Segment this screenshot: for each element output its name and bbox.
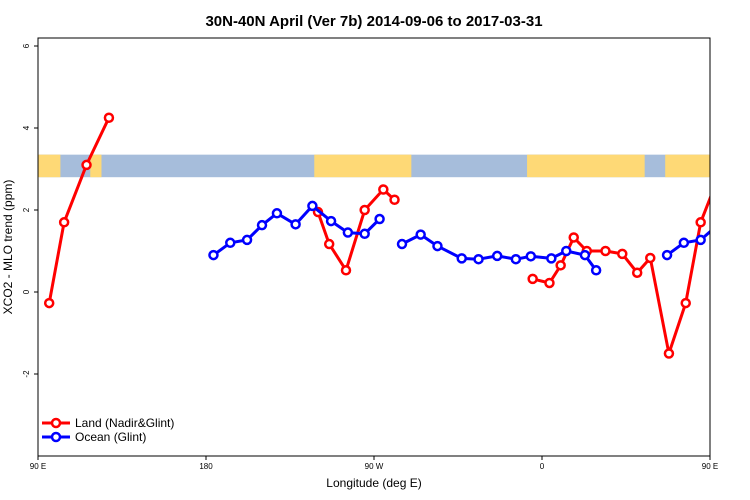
legend-marker <box>50 417 62 429</box>
data-point <box>359 204 370 216</box>
data-point <box>568 232 579 243</box>
plot-frame <box>37 37 711 457</box>
series-line <box>47 117 111 304</box>
data-point <box>631 267 643 278</box>
y-tick-label: 6 <box>22 43 31 48</box>
data-point <box>544 277 555 289</box>
data-point <box>680 297 691 309</box>
data-point <box>256 219 268 231</box>
data-point <box>713 221 721 229</box>
data-point <box>491 250 503 262</box>
data-point <box>389 194 400 205</box>
data-point <box>617 248 628 260</box>
chart-title: 30N-40N April (Ver 7b) 2014-09-06 to 201… <box>205 13 542 30</box>
legend-label: Land (Nadir&Glint) <box>75 416 174 430</box>
data-point <box>378 184 389 195</box>
x-tick-label: 90 E <box>30 462 46 471</box>
data-point <box>525 251 537 262</box>
data-point <box>225 237 236 249</box>
y-axis: -2 0 2 4 6 <box>22 43 38 378</box>
x-tick-label: 90 W <box>365 462 384 471</box>
data-point <box>241 234 253 246</box>
map-strip-land <box>665 154 710 178</box>
series-line <box>316 188 396 272</box>
data-point <box>290 219 301 230</box>
series-layer <box>43 112 746 359</box>
data-point <box>546 253 557 264</box>
legend: Land (Nadir&Glint)Ocean (Glint) <box>42 416 174 444</box>
data-point <box>58 217 70 228</box>
x-tick-label: 0 <box>540 462 545 471</box>
y-tick-label: 0 <box>22 289 31 294</box>
series-line <box>212 204 381 257</box>
y-tick-label: 2 <box>22 207 31 212</box>
data-point <box>81 159 92 171</box>
map-strip-land <box>527 154 645 178</box>
map-strip-land <box>314 154 412 178</box>
data-point <box>590 265 602 276</box>
data-point <box>473 253 484 265</box>
data-point <box>719 161 727 169</box>
y-tick-label: -2 <box>22 370 31 378</box>
data-point <box>456 253 467 264</box>
x-axis: 90 E 180 90 W 0 90 E <box>30 456 718 471</box>
legend-marker <box>50 431 62 443</box>
data-point <box>555 260 566 271</box>
series-ocean <box>208 200 721 276</box>
x-tick-label: 180 <box>199 462 213 471</box>
data-point <box>342 227 354 238</box>
data-point <box>323 238 335 250</box>
data-point <box>208 249 219 261</box>
x-axis-label: Longitude (deg E) <box>326 476 421 490</box>
data-point <box>600 245 611 257</box>
data-point <box>325 215 337 227</box>
data-point <box>661 249 673 261</box>
data-point <box>374 213 385 225</box>
data-point <box>695 217 706 228</box>
data-point <box>43 297 55 309</box>
map-strip-land <box>90 154 102 178</box>
data-point <box>510 253 522 265</box>
data-point <box>396 238 408 250</box>
data-point <box>307 200 318 212</box>
data-point <box>579 249 591 261</box>
series-land <box>43 112 746 359</box>
data-point <box>561 245 572 257</box>
map-strip-land <box>38 154 61 178</box>
data-point <box>663 348 675 359</box>
series-line <box>666 229 710 257</box>
plot-area <box>38 112 746 359</box>
y-tick-label: 4 <box>22 125 31 130</box>
legend-label: Ocean (Glint) <box>75 430 146 444</box>
data-point <box>103 112 115 123</box>
data-point <box>678 237 690 249</box>
data-point <box>271 208 283 219</box>
data-point <box>359 228 370 240</box>
x-tick-label: 90 E <box>702 462 718 471</box>
data-point <box>695 234 706 246</box>
data-point <box>527 273 538 285</box>
data-point <box>415 229 426 240</box>
data-point <box>645 252 656 264</box>
data-point <box>340 265 352 276</box>
data-point <box>432 240 443 252</box>
data-point <box>738 114 746 122</box>
y-axis-label: XCO2 - MLO trend (ppm) <box>1 180 15 315</box>
